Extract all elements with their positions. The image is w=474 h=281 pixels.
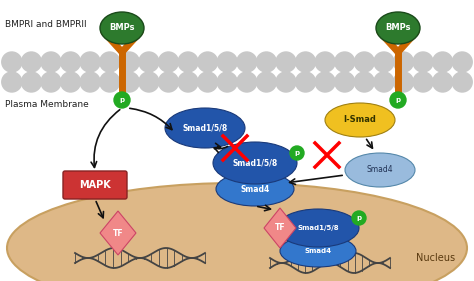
Ellipse shape <box>213 142 297 184</box>
Circle shape <box>433 52 453 72</box>
Text: Smad4: Smad4 <box>240 185 270 194</box>
Ellipse shape <box>280 235 356 267</box>
Circle shape <box>41 72 61 92</box>
Circle shape <box>276 72 296 92</box>
Ellipse shape <box>345 153 415 187</box>
Circle shape <box>2 52 22 72</box>
Circle shape <box>139 52 159 72</box>
Circle shape <box>354 52 374 72</box>
Ellipse shape <box>216 172 294 206</box>
Text: p: p <box>294 150 300 156</box>
Ellipse shape <box>376 12 420 44</box>
Circle shape <box>21 72 41 92</box>
Polygon shape <box>100 211 136 255</box>
Circle shape <box>335 52 355 72</box>
Circle shape <box>198 72 218 92</box>
Circle shape <box>198 52 218 72</box>
Text: BMPRI and BMPRII: BMPRI and BMPRII <box>5 20 87 29</box>
Ellipse shape <box>100 12 144 44</box>
Circle shape <box>290 146 304 160</box>
Circle shape <box>158 72 178 92</box>
Circle shape <box>256 52 276 72</box>
Circle shape <box>413 72 433 92</box>
Text: Smad4: Smad4 <box>367 166 393 175</box>
Circle shape <box>433 72 453 92</box>
Ellipse shape <box>325 103 395 137</box>
Circle shape <box>139 72 159 92</box>
Text: MAPK: MAPK <box>79 180 111 190</box>
Circle shape <box>61 72 81 92</box>
Circle shape <box>80 52 100 72</box>
Circle shape <box>413 52 433 72</box>
Circle shape <box>178 52 198 72</box>
Circle shape <box>296 72 316 92</box>
Circle shape <box>41 52 61 72</box>
Circle shape <box>178 72 198 92</box>
Circle shape <box>237 72 257 92</box>
Text: Smad1/5/8: Smad1/5/8 <box>182 124 228 133</box>
Circle shape <box>393 72 413 92</box>
Circle shape <box>21 52 41 72</box>
Text: TF: TF <box>275 223 285 232</box>
Text: BMPs: BMPs <box>109 24 135 33</box>
Ellipse shape <box>277 209 359 247</box>
Circle shape <box>61 52 81 72</box>
Circle shape <box>354 72 374 92</box>
Circle shape <box>217 52 237 72</box>
Circle shape <box>374 52 394 72</box>
Circle shape <box>315 52 335 72</box>
Text: Smad1/5/8: Smad1/5/8 <box>232 158 278 167</box>
Polygon shape <box>264 208 296 248</box>
Circle shape <box>335 72 355 92</box>
Circle shape <box>114 92 130 108</box>
Text: p: p <box>356 215 362 221</box>
Circle shape <box>296 52 316 72</box>
Circle shape <box>119 72 139 92</box>
Circle shape <box>315 72 335 92</box>
Ellipse shape <box>165 108 245 148</box>
FancyBboxPatch shape <box>63 171 127 199</box>
Circle shape <box>390 92 406 108</box>
Circle shape <box>374 72 394 92</box>
Circle shape <box>452 72 472 92</box>
Circle shape <box>352 211 366 225</box>
Circle shape <box>80 72 100 92</box>
Circle shape <box>452 52 472 72</box>
Text: I-Smad: I-Smad <box>344 115 376 124</box>
Circle shape <box>2 72 22 92</box>
Text: Plasma Membrane: Plasma Membrane <box>5 100 89 109</box>
Circle shape <box>237 52 257 72</box>
Text: TF: TF <box>113 228 123 237</box>
Circle shape <box>119 52 139 72</box>
Text: Smad1/5/8: Smad1/5/8 <box>297 225 339 231</box>
Circle shape <box>276 52 296 72</box>
Circle shape <box>100 72 120 92</box>
Ellipse shape <box>7 183 467 281</box>
Text: p: p <box>119 97 125 103</box>
Circle shape <box>100 52 120 72</box>
Circle shape <box>217 72 237 92</box>
Text: Smad4: Smad4 <box>304 248 331 254</box>
Text: Nucleus: Nucleus <box>416 253 455 263</box>
Circle shape <box>158 52 178 72</box>
Circle shape <box>393 52 413 72</box>
Text: BMPs: BMPs <box>385 24 411 33</box>
Circle shape <box>256 72 276 92</box>
Text: p: p <box>395 97 401 103</box>
